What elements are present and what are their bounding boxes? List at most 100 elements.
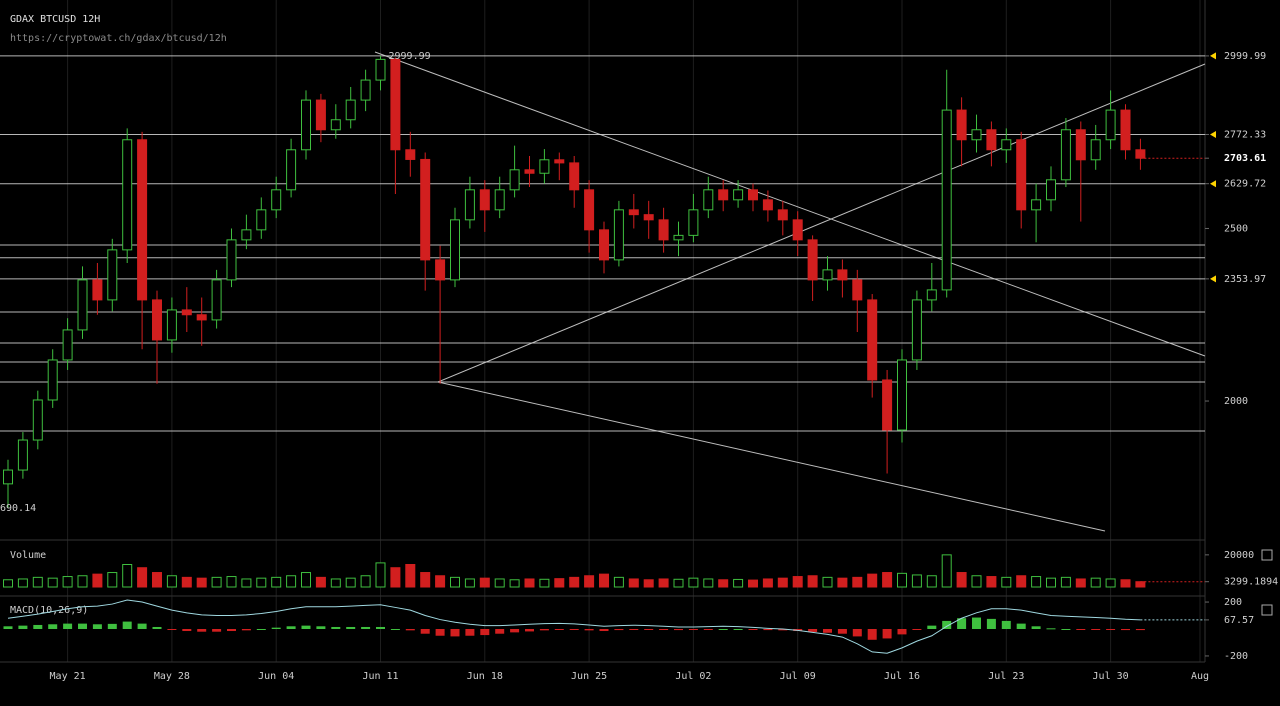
candle-body bbox=[107, 249, 118, 301]
candle-body bbox=[539, 159, 550, 174]
candle-body bbox=[628, 209, 639, 216]
candle-body bbox=[390, 58, 401, 151]
volume-bar bbox=[271, 576, 282, 588]
volume-bar bbox=[17, 578, 28, 588]
y-tick-label: 2772.33 bbox=[1224, 129, 1266, 140]
volume-bar bbox=[464, 578, 475, 588]
annotation: 2999.99 bbox=[389, 51, 431, 62]
macd-histogram-bar bbox=[107, 623, 117, 629]
x-tick-label: Aug bbox=[1191, 671, 1209, 682]
volume-bar bbox=[807, 575, 818, 588]
annotation: 690.14 bbox=[0, 503, 36, 514]
trend-line bbox=[437, 381, 1106, 532]
volume-bar bbox=[658, 578, 669, 588]
candle-body bbox=[494, 189, 505, 211]
candle-body bbox=[479, 189, 490, 211]
macd-histogram-bar bbox=[331, 626, 341, 629]
macd-histogram-bar bbox=[644, 629, 654, 630]
volume-bar bbox=[450, 576, 460, 588]
macd-histogram-bar bbox=[241, 629, 251, 631]
volume-bar bbox=[1001, 576, 1012, 588]
candle-body bbox=[77, 279, 88, 331]
candle-body bbox=[62, 329, 73, 361]
macd-histogram-bar bbox=[1121, 629, 1130, 631]
y-tick-label: 3299.1894 bbox=[1224, 577, 1278, 588]
macd-histogram-bar bbox=[33, 624, 43, 629]
macd-histogram-bar bbox=[688, 629, 698, 630]
candle-body bbox=[1105, 109, 1116, 141]
macd-histogram-bar bbox=[733, 629, 743, 630]
x-tick-label: Jul 30 bbox=[1093, 671, 1129, 682]
candle-body bbox=[658, 219, 669, 241]
candle-body bbox=[271, 189, 282, 211]
macd-histogram-bar bbox=[554, 629, 564, 630]
y-tick-label: 2353.97 bbox=[1224, 274, 1266, 285]
candle-body bbox=[777, 209, 788, 221]
volume-bar bbox=[1046, 577, 1056, 588]
y-tick-label: 67.57 bbox=[1224, 615, 1254, 626]
x-tick-label: Jun 18 bbox=[467, 671, 503, 682]
x-tick-label: Jun 11 bbox=[362, 671, 398, 682]
macd-histogram-bar bbox=[18, 625, 28, 629]
volume-bar bbox=[286, 575, 297, 588]
volume-bar bbox=[479, 577, 490, 588]
candle-body bbox=[137, 139, 148, 301]
macd-histogram-bar bbox=[1001, 620, 1011, 629]
macd-histogram-bar bbox=[1076, 629, 1086, 630]
close-icon[interactable] bbox=[1261, 604, 1273, 616]
candle-body bbox=[867, 299, 878, 381]
volume-bar bbox=[47, 577, 58, 588]
candle-body bbox=[1090, 139, 1101, 161]
volume-bar bbox=[181, 576, 192, 588]
candle-body bbox=[315, 99, 326, 131]
volume-bar bbox=[390, 567, 401, 588]
volume-bar bbox=[77, 575, 88, 588]
candle-body bbox=[1120, 109, 1131, 151]
macd-histogram-bar bbox=[629, 629, 639, 630]
macd-histogram-bar bbox=[867, 629, 877, 640]
macd-histogram-bar bbox=[659, 629, 669, 630]
panel-title: MACD(10,26,9) bbox=[10, 605, 88, 616]
volume-bar bbox=[733, 578, 744, 588]
macd-histogram-bar bbox=[390, 629, 400, 630]
macd-histogram-bar bbox=[703, 629, 713, 630]
macd-histogram-bar bbox=[286, 626, 296, 629]
volume-bar bbox=[1135, 581, 1146, 588]
macd-line bbox=[7, 599, 1141, 654]
candle-body bbox=[852, 279, 863, 301]
candle-body bbox=[435, 259, 446, 281]
macd-histogram-bar bbox=[912, 629, 922, 630]
volume-bar bbox=[986, 576, 997, 588]
volume-bar bbox=[62, 576, 73, 588]
volume-bar bbox=[375, 562, 386, 588]
candle-body bbox=[375, 58, 386, 81]
volume-bar bbox=[688, 577, 699, 588]
candle-body bbox=[673, 234, 684, 241]
volume-bar bbox=[1031, 576, 1042, 588]
candle-body bbox=[1060, 129, 1071, 181]
volume-bar bbox=[554, 578, 565, 588]
macd-histogram-bar bbox=[3, 626, 13, 629]
candle-body bbox=[599, 229, 609, 261]
macd-histogram-bar bbox=[1091, 629, 1101, 630]
y-tick-label: -200 bbox=[1224, 651, 1248, 662]
close-icon[interactable] bbox=[1261, 549, 1273, 561]
macd-histogram-bar bbox=[957, 618, 967, 629]
candle-body bbox=[330, 119, 341, 131]
candle-body bbox=[360, 79, 371, 101]
macd-histogram-bar bbox=[972, 617, 981, 629]
candle-body bbox=[405, 149, 416, 160]
candle-body bbox=[911, 299, 922, 361]
candle-body bbox=[762, 199, 773, 211]
macd-histogram-bar bbox=[450, 629, 460, 637]
macd-histogram-bar bbox=[748, 629, 758, 630]
y-tick-label: 200 bbox=[1224, 597, 1242, 608]
macd-histogram-bar bbox=[763, 629, 773, 631]
macd-histogram-bar bbox=[78, 623, 87, 629]
volume-bar bbox=[122, 564, 133, 588]
candle-body bbox=[926, 289, 937, 301]
volume-bar bbox=[420, 572, 431, 588]
macd-histogram-bar bbox=[927, 625, 937, 629]
volume-bar bbox=[405, 564, 416, 588]
